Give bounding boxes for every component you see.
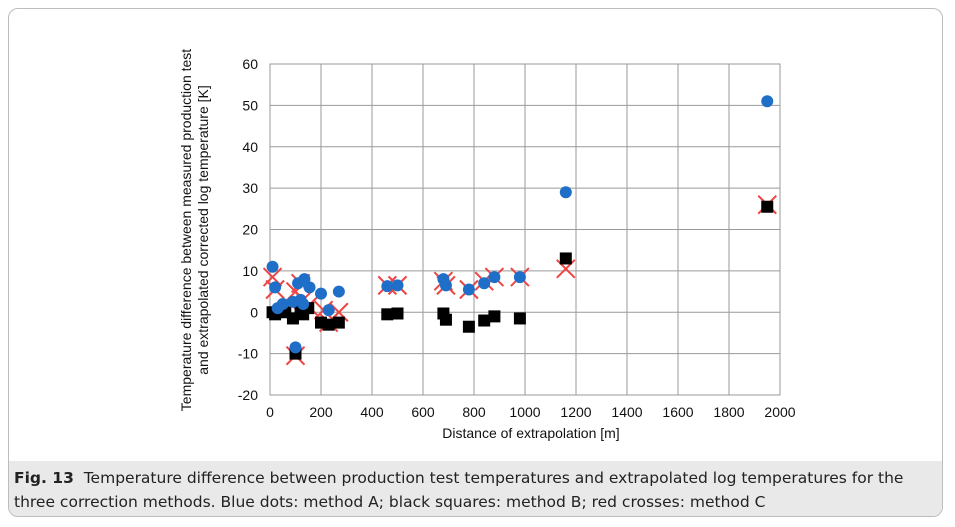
y-tick-label: 50 <box>242 97 258 113</box>
y-tick-label: 60 <box>242 56 258 72</box>
point-method-b <box>439 313 452 326</box>
point-method-a <box>269 281 282 294</box>
point-method-b <box>513 312 526 325</box>
x-tick-label: 1600 <box>662 404 693 420</box>
point-method-a <box>303 281 316 294</box>
data-points <box>262 95 777 366</box>
point-method-a <box>266 260 279 273</box>
cross-stroke <box>262 267 283 287</box>
y-tick-label: 10 <box>242 263 258 279</box>
point-method-a <box>478 277 491 290</box>
x-tick-label: 1400 <box>611 404 642 420</box>
x-tick-label: 0 <box>266 404 274 420</box>
point-method-a <box>332 285 345 298</box>
point-method-a <box>391 279 404 292</box>
x-tick-label: 1200 <box>560 404 591 420</box>
plot-border <box>269 63 781 396</box>
point-method-b <box>478 314 491 327</box>
figure-caption: Fig. 13 Temperature difference between p… <box>14 466 934 514</box>
figure-frame <box>8 8 943 517</box>
point-method-b <box>488 310 501 323</box>
x-tick-label: 200 <box>309 404 333 420</box>
point-method-b <box>322 318 335 331</box>
x-axis-label: Distance of extrapolation [m] <box>442 425 619 441</box>
y-axis-label-line-1: Temperature difference between measured … <box>178 49 194 412</box>
point-method-b <box>381 308 394 321</box>
point-method-b <box>332 316 345 329</box>
caption-text: Temperature difference between productio… <box>14 469 904 511</box>
point-method-a <box>439 279 452 292</box>
point-method-a <box>315 287 327 300</box>
point-method-a <box>513 271 526 284</box>
point-method-a <box>761 95 774 108</box>
point-method-a <box>462 283 475 296</box>
point-method-b <box>761 200 774 213</box>
point-method-a <box>297 297 310 310</box>
y-tick-label: 0 <box>250 304 258 320</box>
x-tick-label: 600 <box>411 404 435 420</box>
point-method-b <box>462 320 475 333</box>
point-method-a <box>488 271 501 284</box>
y-axis-label-line-2: and extrapolated corrected log temperatu… <box>195 85 211 375</box>
point-method-a <box>381 280 394 293</box>
point-method-a <box>322 304 335 317</box>
y-tick-label: 30 <box>242 180 258 196</box>
point-method-b <box>559 252 572 265</box>
y-tick-label: 40 <box>242 139 258 155</box>
x-tick-label: 1000 <box>509 404 540 420</box>
grid-lines <box>269 63 781 396</box>
figure-number: Fig. 13 <box>14 469 74 487</box>
x-tick-label: 800 <box>462 404 486 420</box>
x-tick-label: 400 <box>360 404 384 420</box>
y-tick-label: -20 <box>238 387 258 403</box>
point-method-b <box>391 307 404 320</box>
point-method-a <box>276 297 289 310</box>
x-tick-label: 1800 <box>713 404 744 420</box>
x-tick-label: 2000 <box>764 404 795 420</box>
point-method-a <box>289 341 302 354</box>
caption-background <box>9 461 942 516</box>
point-method-a <box>559 186 572 199</box>
y-tick-label: -10 <box>238 346 258 362</box>
y-tick-label: 20 <box>242 222 258 238</box>
